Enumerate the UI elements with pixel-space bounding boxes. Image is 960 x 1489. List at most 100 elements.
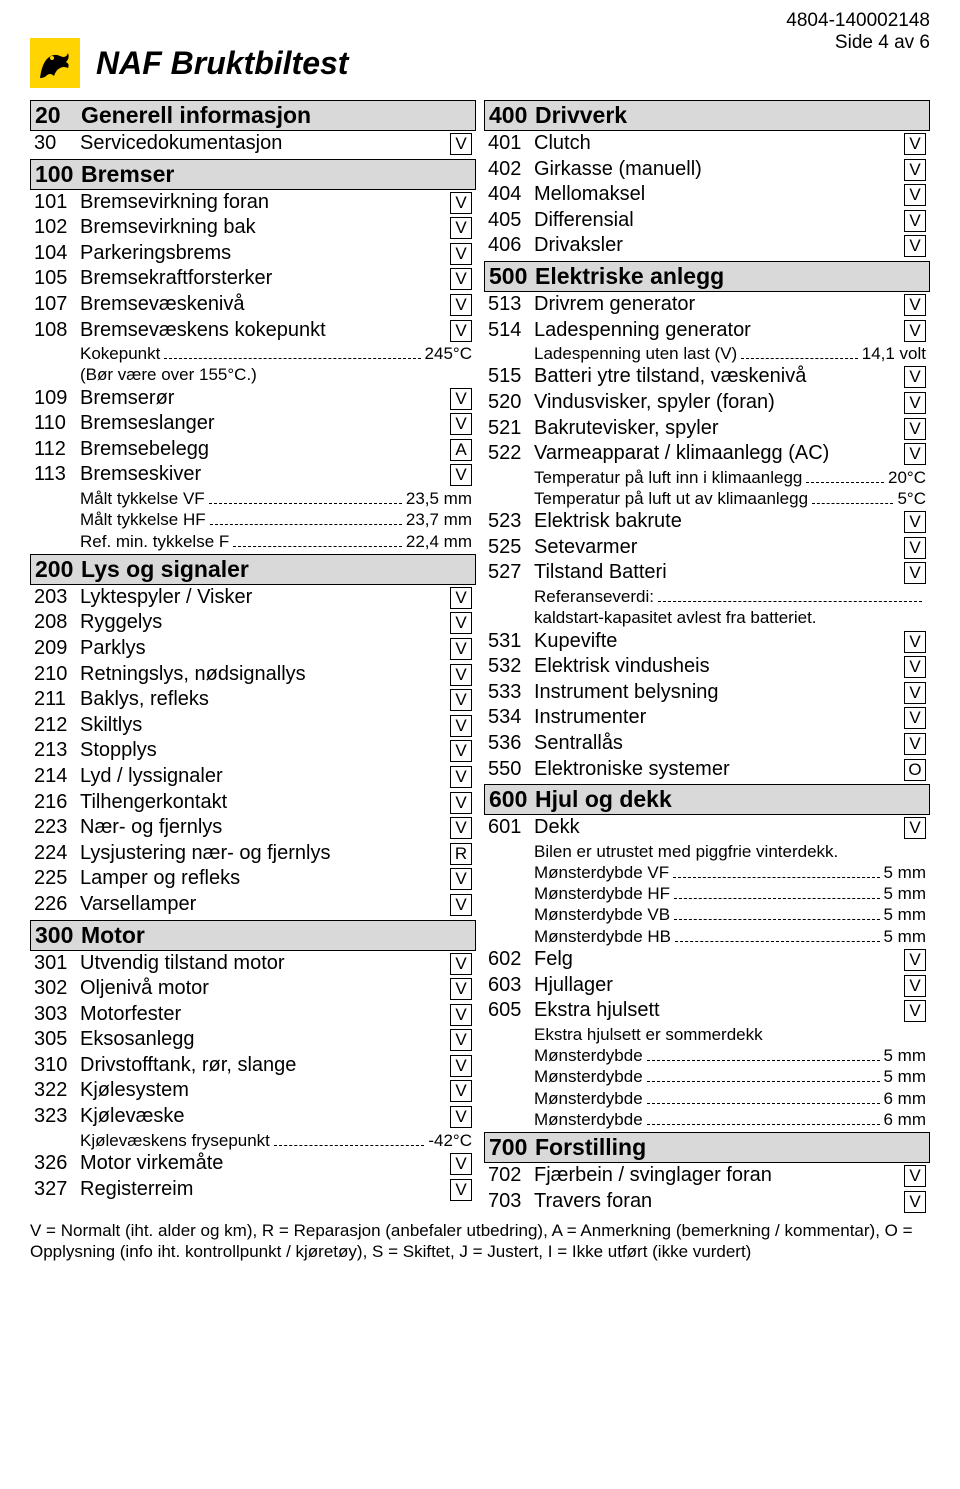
row-num: 520	[488, 390, 534, 416]
sub-value: 22,4 mm	[406, 531, 472, 552]
row-label: Bremsebelegg	[80, 437, 446, 463]
row-code: V	[904, 656, 926, 678]
row-code: V	[450, 268, 472, 290]
doc-id: 4804-140002148	[786, 10, 930, 32]
sub-row: Temperatur på luft inn i klimaanlegg20°C	[484, 467, 930, 488]
dashed-fill	[164, 358, 420, 359]
check-row: 515Batteri ytre tilstand, væskenivåV	[484, 364, 930, 390]
row-code: V	[450, 1029, 472, 1051]
row-code: V	[450, 978, 472, 1000]
dashed-fill	[741, 358, 858, 359]
row-num: 209	[34, 636, 80, 662]
check-row: 223Nær- og fjernlysV	[30, 815, 476, 841]
row-code: V	[904, 320, 926, 342]
row-label: Instrument belysning	[534, 680, 900, 706]
check-row: 104ParkeringsbremsV	[30, 241, 476, 267]
sub-label: Kjølevæskens frysepunkt	[80, 1130, 270, 1151]
sub-row: Temperatur på luft ut av klimaanlegg5°C	[484, 488, 930, 509]
dashed-fill	[658, 601, 922, 602]
row-num: 603	[488, 973, 534, 999]
row-code: V	[904, 366, 926, 388]
check-row: 533Instrument belysningV	[484, 680, 930, 706]
row-label: Skiltlys	[80, 713, 446, 739]
row-num: 109	[34, 386, 80, 412]
check-row: 112BremsebeleggA	[30, 437, 476, 463]
check-row: 225Lamper og refleksV	[30, 866, 476, 892]
row-num: 212	[34, 713, 80, 739]
row-num: 213	[34, 738, 80, 764]
sub-label: Ladespenning uten last (V)	[534, 343, 737, 364]
sub-label: Ekstra hjulsett er sommerdekk	[534, 1024, 763, 1045]
row-num: 402	[488, 157, 534, 183]
row-num: 225	[34, 866, 80, 892]
header-left: NAF Bruktbiltest	[30, 10, 348, 88]
row-label: Lyktespyler / Visker	[80, 585, 446, 611]
row-label: Bakrutevisker, spyler	[534, 416, 900, 442]
check-row: 301Utvendig tilstand motorV	[30, 951, 476, 977]
check-row: 514Ladespenning generatorV	[484, 318, 930, 344]
check-row: 326Motor virkemåteV	[30, 1151, 476, 1177]
check-row: 536SentrallåsV	[484, 731, 930, 757]
row-label: Drivrem generator	[534, 292, 900, 318]
row-label: Varmeapparat / klimaanlegg (AC)	[534, 441, 900, 467]
row-code: V	[904, 210, 926, 232]
sub-label: Referanseverdi:	[534, 586, 654, 607]
check-row: 406DrivakslerV	[484, 233, 930, 259]
row-code: V	[904, 511, 926, 533]
check-row: 513Drivrem generatorV	[484, 292, 930, 318]
row-code: V	[904, 562, 926, 584]
row-num: 327	[34, 1177, 80, 1203]
check-row: 214Lyd / lyssignalerV	[30, 764, 476, 790]
sub-row: Målt tykkelse VF23,5 mm	[30, 488, 476, 509]
row-code: V	[904, 443, 926, 465]
row-num: 531	[488, 629, 534, 655]
row-num: 602	[488, 947, 534, 973]
row-code: V	[904, 392, 926, 414]
page-title: NAF Bruktbiltest	[96, 45, 348, 82]
check-row: 212SkiltlysV	[30, 713, 476, 739]
check-row: 603HjullagerV	[484, 973, 930, 999]
row-num: 104	[34, 241, 80, 267]
sub-label: Temperatur på luft inn i klimaanlegg	[534, 467, 802, 488]
check-row: 113BremseskiverV	[30, 462, 476, 488]
row-num: 601	[488, 815, 534, 841]
sub-row: Mønsterdybde6 mm	[484, 1109, 930, 1130]
row-code: O	[904, 759, 926, 781]
section-title: Drivverk	[535, 102, 627, 128]
page-indicator: Side 4 av 6	[786, 32, 930, 54]
row-num: 523	[488, 509, 534, 535]
row-code: V	[450, 133, 472, 155]
section-header: 100Bremser	[30, 159, 476, 190]
row-label: Parkeringsbrems	[80, 241, 446, 267]
row-label: Lyd / lyssignaler	[80, 764, 446, 790]
row-num: 513	[488, 292, 534, 318]
row-num: 302	[34, 976, 80, 1002]
section-num: 600	[489, 786, 535, 813]
row-label: Utvendig tilstand motor	[80, 951, 446, 977]
dashed-fill	[806, 482, 884, 483]
right-column: 400Drivverk401ClutchV402Girkasse (manuel…	[484, 98, 930, 1214]
row-code: V	[450, 740, 472, 762]
legend: V = Normalt (iht. alder og km), R = Repa…	[30, 1220, 930, 1263]
row-num: 101	[34, 190, 80, 216]
row-label: Girkasse (manuell)	[534, 157, 900, 183]
section-title: Lys og signaler	[81, 556, 249, 582]
check-row: 210Retningslys, nødsignallysV	[30, 662, 476, 688]
row-label: Motorfester	[80, 1002, 446, 1028]
dashed-fill	[674, 898, 879, 899]
section-title: Hjul og dekk	[535, 786, 672, 812]
row-code: V	[450, 1004, 472, 1026]
dashed-fill	[674, 919, 879, 920]
row-label: Ladespenning generator	[534, 318, 900, 344]
row-num: 30	[34, 131, 80, 157]
check-row: 605Ekstra hjulsettV	[484, 998, 930, 1024]
row-num: 532	[488, 654, 534, 680]
section-num: 20	[35, 102, 81, 129]
row-label: Hjullager	[534, 973, 900, 999]
row-label: Felg	[534, 947, 900, 973]
header-right: 4804-140002148 Side 4 av 6	[786, 10, 930, 54]
section-num: 100	[35, 161, 81, 188]
sub-value: 5 mm	[884, 1066, 927, 1087]
sub-value: 5 mm	[884, 862, 927, 883]
row-code: V	[904, 235, 926, 257]
